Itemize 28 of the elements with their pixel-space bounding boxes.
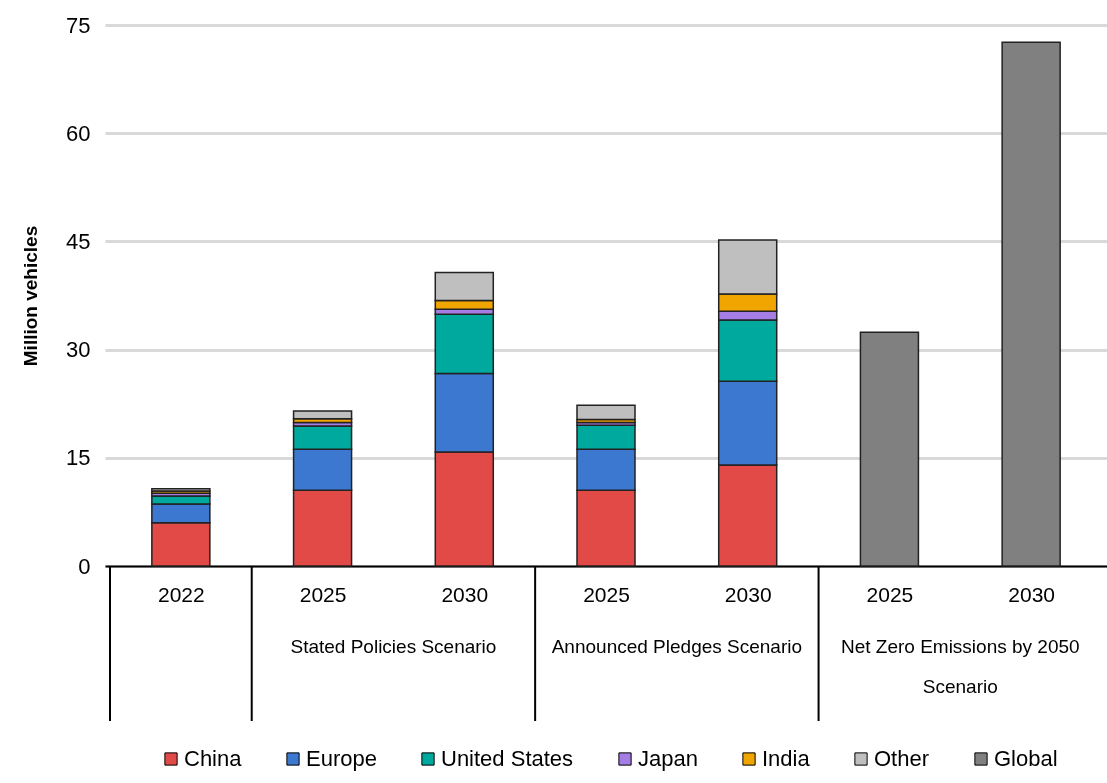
y-tick-label: 60	[66, 120, 91, 146]
legend-label: Europe	[306, 746, 377, 771]
bar	[1001, 41, 1061, 567]
y-tick-label: 0	[78, 553, 91, 579]
text: Announced Pledges Scenario	[551, 636, 803, 657]
y-tick-label: 30	[66, 337, 91, 363]
x-tick-label: 2022	[158, 582, 205, 606]
x-tick-label: 2025	[583, 582, 630, 606]
legend-label: China	[184, 746, 243, 771]
y-axis-title: Million vehicles	[20, 225, 42, 367]
y-tick-label: 15	[66, 445, 91, 471]
x-tick-label: 2030	[1008, 582, 1055, 606]
legend-label: Other	[874, 746, 930, 771]
legend-label: United States	[441, 746, 574, 771]
bar	[292, 410, 353, 420]
legend-label: Japan	[638, 746, 698, 771]
bar	[859, 331, 920, 567]
y-tick-label: 75	[66, 12, 91, 38]
x-tick-label: 2030	[724, 582, 772, 606]
legend-label: Global	[994, 746, 1058, 771]
x-tick-label: 2025	[299, 582, 347, 606]
x-tick-label: 2030	[441, 582, 489, 606]
x-tick-label: 2025	[866, 582, 914, 606]
bar	[576, 404, 636, 421]
text: Net Zero Emissions by 2050 Scenario	[840, 636, 1080, 697]
legend-label: India	[762, 746, 811, 771]
y-tick-label: 45	[66, 228, 91, 254]
text: Stated Policies Scenario	[290, 636, 497, 657]
